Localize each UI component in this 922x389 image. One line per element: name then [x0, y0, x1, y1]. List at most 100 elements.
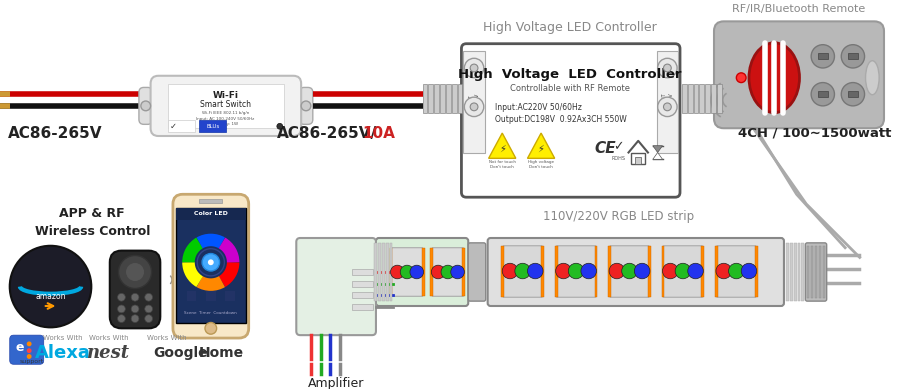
Circle shape: [716, 263, 731, 279]
Text: ⚡: ⚡: [538, 144, 545, 154]
Circle shape: [514, 263, 530, 279]
Circle shape: [470, 64, 478, 72]
Bar: [176, 208, 246, 219]
Bar: [351, 281, 373, 287]
Circle shape: [145, 293, 152, 301]
Bar: [199, 121, 227, 132]
FancyBboxPatch shape: [139, 88, 152, 124]
Bar: [688, 84, 692, 113]
Text: Not for touch
Don't touch: Not for touch Don't touch: [489, 160, 515, 168]
Circle shape: [609, 263, 624, 279]
Bar: [705, 84, 710, 113]
Circle shape: [117, 305, 125, 313]
Circle shape: [197, 249, 224, 276]
Bar: [446, 84, 451, 113]
Circle shape: [621, 263, 637, 279]
Circle shape: [131, 293, 139, 301]
Text: BLUs: BLUs: [207, 124, 219, 129]
Bar: [186, 291, 196, 301]
Text: Controllable with RF Remote: Controllable with RF Remote: [510, 84, 631, 93]
Text: ROHS: ROHS: [612, 156, 626, 161]
Bar: [818, 91, 828, 97]
Text: 4CH / 100∼1500watt: 4CH / 100∼1500watt: [739, 126, 892, 139]
FancyBboxPatch shape: [714, 21, 884, 128]
Text: CE: CE: [595, 141, 616, 156]
Bar: [555, 246, 558, 297]
Bar: [848, 53, 857, 59]
Bar: [815, 246, 817, 298]
Bar: [715, 246, 718, 297]
Circle shape: [451, 265, 465, 279]
Bar: [431, 248, 433, 296]
Polygon shape: [527, 133, 555, 158]
Text: ⚡: ⚡: [499, 144, 505, 154]
FancyBboxPatch shape: [376, 238, 468, 306]
Circle shape: [664, 64, 671, 72]
Circle shape: [117, 315, 125, 322]
Bar: [693, 84, 699, 113]
Circle shape: [277, 123, 283, 129]
FancyBboxPatch shape: [488, 238, 784, 306]
Bar: [351, 304, 373, 310]
Bar: [457, 84, 463, 113]
Circle shape: [663, 263, 678, 279]
Circle shape: [527, 263, 543, 279]
Bar: [502, 246, 504, 297]
Bar: [700, 84, 704, 113]
Circle shape: [568, 263, 584, 279]
Text: Output:DC198V  0.92Ax3CH 550W: Output:DC198V 0.92Ax3CH 550W: [495, 115, 627, 124]
Bar: [452, 84, 456, 113]
FancyBboxPatch shape: [391, 248, 423, 296]
Circle shape: [10, 246, 91, 328]
Bar: [390, 243, 393, 301]
Bar: [808, 246, 810, 298]
Circle shape: [400, 265, 414, 279]
Bar: [635, 158, 641, 164]
Circle shape: [131, 315, 139, 322]
Text: Smart Switch: Smart Switch: [200, 100, 251, 109]
Circle shape: [145, 315, 152, 322]
Bar: [819, 246, 821, 298]
Bar: [798, 243, 800, 301]
FancyBboxPatch shape: [173, 194, 249, 338]
Bar: [464, 51, 485, 154]
Circle shape: [125, 262, 145, 282]
Bar: [794, 243, 797, 301]
Text: Google: Google: [153, 345, 208, 359]
FancyBboxPatch shape: [805, 243, 827, 301]
Polygon shape: [653, 152, 663, 159]
Ellipse shape: [749, 43, 799, 113]
Bar: [656, 51, 678, 154]
FancyBboxPatch shape: [296, 238, 376, 335]
FancyBboxPatch shape: [609, 246, 650, 297]
Bar: [702, 246, 704, 297]
Circle shape: [301, 101, 311, 111]
FancyBboxPatch shape: [556, 246, 597, 297]
Circle shape: [581, 263, 597, 279]
FancyBboxPatch shape: [461, 44, 680, 197]
Circle shape: [737, 73, 746, 82]
Circle shape: [145, 305, 152, 313]
Circle shape: [811, 45, 834, 68]
Text: ✓: ✓: [613, 140, 624, 153]
Bar: [374, 243, 377, 301]
Circle shape: [470, 103, 478, 111]
Circle shape: [391, 265, 404, 279]
Bar: [662, 246, 665, 297]
Bar: [848, 91, 857, 97]
Bar: [199, 199, 222, 203]
Text: OUTPUT
DC198V: OUTPUT DC198V: [661, 92, 673, 112]
Text: RF/IR/Bluetooth Remote: RF/IR/Bluetooth Remote: [732, 4, 865, 14]
Text: Works With: Works With: [43, 335, 83, 341]
Text: e: e: [15, 341, 24, 354]
Circle shape: [141, 101, 150, 111]
Circle shape: [131, 305, 139, 313]
FancyBboxPatch shape: [431, 248, 465, 296]
Bar: [818, 53, 828, 59]
Bar: [811, 246, 813, 298]
Text: Home: Home: [199, 345, 244, 359]
Text: Wi-Fi: Wi-Fi: [212, 91, 239, 100]
Circle shape: [556, 263, 572, 279]
Text: High Voltage LED Controller: High Voltage LED Controller: [483, 21, 657, 34]
Text: High  Voltage  LED  Controller: High Voltage LED Controller: [458, 68, 682, 81]
